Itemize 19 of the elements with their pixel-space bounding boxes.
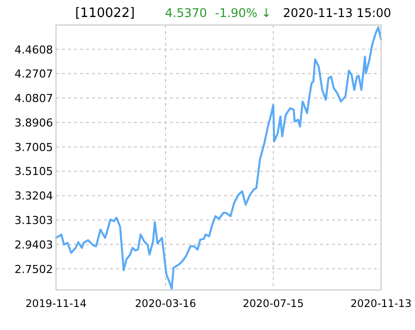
x-tick-label: 2020-03-16 xyxy=(135,298,196,310)
y-tick-label: 4.4608 xyxy=(14,43,53,56)
line-series xyxy=(55,26,382,290)
y-tick-label: 4.2707 xyxy=(14,68,53,81)
y-tick-label: 3.3204 xyxy=(14,190,53,203)
x-tick-label: 2020-07-15 xyxy=(242,298,304,310)
text: 4.5370 xyxy=(165,6,207,20)
y-tick-label: 2.9403 xyxy=(14,238,53,252)
text: -1.90% ↓ xyxy=(215,6,272,20)
chart-title: [110022] xyxy=(75,6,135,21)
y-tick-label: 2.7502 xyxy=(14,262,53,276)
y-tick-label: 3.7005 xyxy=(14,140,53,154)
x-tick-label: 2019-11-14 xyxy=(25,298,87,310)
y-tick-label: 3.8906 xyxy=(14,116,53,130)
y-tick-label: 4.0807 xyxy=(14,92,53,106)
x-tick-label: 2020-11-13 xyxy=(350,298,412,310)
y-tick-label: 3.5105 xyxy=(14,165,53,178)
y-tick-label: 3.1303 xyxy=(14,214,53,228)
text: 2020-11-13 15:00 xyxy=(283,6,392,20)
